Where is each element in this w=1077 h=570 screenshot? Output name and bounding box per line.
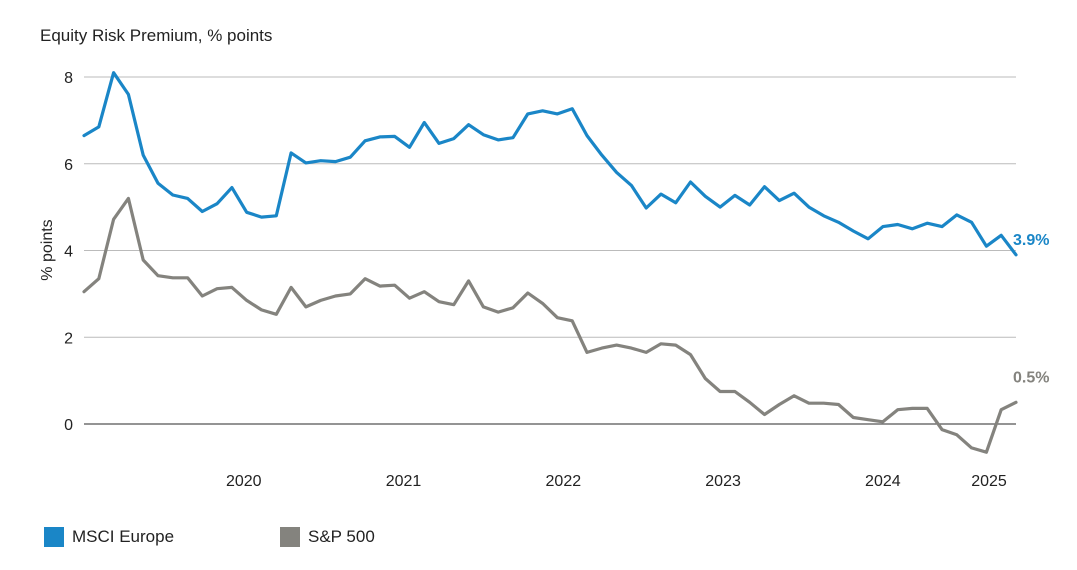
y-axis-label: % points — [39, 219, 56, 280]
y-axis-ticks: 0 2 4 6 8 — [64, 70, 73, 434]
legend-item-sp500: S&P 500 — [280, 527, 375, 547]
x-axis-ticks: 2020 2021 2022 2023 2024 2025 — [226, 473, 1007, 490]
legend-label: MSCI Europe — [72, 527, 175, 546]
y-tick-label: 8 — [64, 70, 73, 87]
end-label-0: 3.9% — [1013, 232, 1049, 249]
x-tick-label: 2022 — [546, 473, 582, 490]
end-label-1: 0.5% — [1013, 369, 1049, 386]
end-labels: 3.9% 0.5% — [1013, 232, 1049, 386]
y-tick-label: 4 — [64, 244, 73, 261]
legend-label: S&P 500 — [308, 527, 375, 546]
legend-swatch — [280, 527, 300, 547]
gridlines — [84, 76, 1016, 425]
y-tick-label: 2 — [64, 330, 73, 347]
x-tick-label: 2025 — [971, 473, 1007, 490]
legend-item-msci-europe: MSCI Europe — [44, 527, 174, 547]
chart-title: Equity Risk Premium, % points — [40, 26, 273, 45]
x-tick-label: 2024 — [865, 473, 901, 490]
x-tick-label: 2021 — [386, 473, 422, 490]
series-line-0 — [82, 71, 1018, 257]
x-tick-label: 2020 — [226, 473, 262, 490]
y-tick-label: 6 — [64, 157, 73, 174]
series-lines — [82, 71, 1018, 454]
series-line-1 — [82, 196, 1018, 454]
legend-swatch — [44, 527, 64, 547]
x-tick-label: 2023 — [705, 473, 741, 490]
y-tick-label: 0 — [64, 417, 73, 434]
